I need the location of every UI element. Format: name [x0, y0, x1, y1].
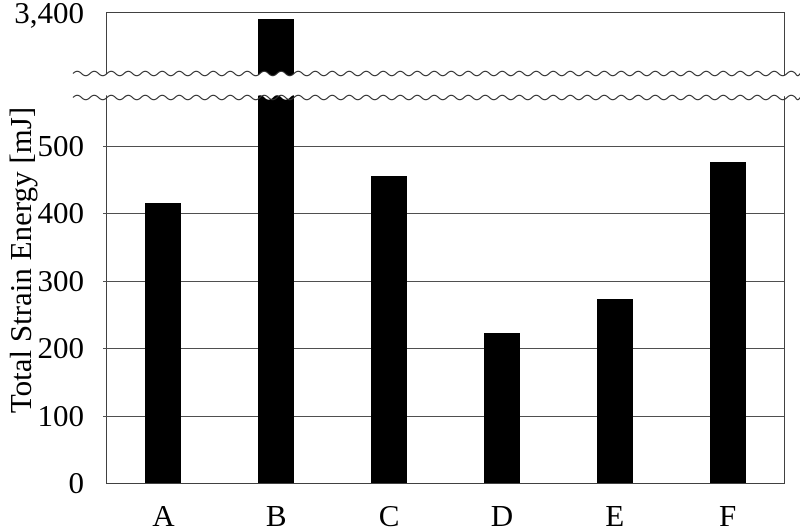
gridline-300: [103, 280, 784, 282]
gridline-200: [103, 348, 784, 349]
x-tick-label-D: D: [490, 498, 514, 529]
y-tick-label-500: 500: [37, 127, 85, 163]
y-tick-label-400: 400: [37, 195, 85, 230]
gridline-400: [103, 213, 784, 214]
y-tick-label-300: 300: [37, 262, 85, 298]
x-tick-label-A: A: [152, 498, 175, 529]
bar-E: [596, 299, 633, 483]
y-tick-label-200: 200: [37, 330, 85, 365]
bar-D: [483, 333, 520, 483]
y-tick-label-3400: 3,400: [14, 0, 84, 30]
gridline-100: [103, 415, 784, 417]
plot-area: [103, 12, 785, 484]
bar-A: [145, 203, 182, 483]
y-tick-label-100: 100: [37, 397, 85, 433]
bar-C: [371, 176, 408, 483]
gridline-500: [103, 145, 784, 147]
x-tick-label-B: B: [265, 498, 287, 529]
bar-B: [258, 19, 295, 483]
bar-F: [709, 162, 746, 483]
y-tick-label-0: 0: [68, 465, 85, 500]
x-tick-label-C: C: [378, 498, 400, 529]
x-tick-label-F: F: [718, 498, 737, 529]
x-tick-label-E: E: [605, 498, 625, 529]
